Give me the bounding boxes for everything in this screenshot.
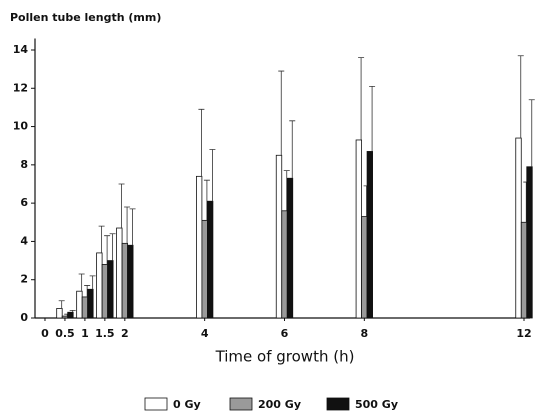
bar xyxy=(116,227,123,319)
error-bar xyxy=(517,55,524,139)
y-tick-label: 0 xyxy=(20,311,28,324)
bar xyxy=(286,177,294,319)
bar xyxy=(207,200,214,319)
legend-label: 200 Gy xyxy=(258,398,301,411)
bar xyxy=(520,221,528,319)
x-axis-title: Time of growth (h) xyxy=(215,348,355,366)
bar xyxy=(61,315,69,319)
bar xyxy=(76,290,83,319)
error-bar xyxy=(118,183,125,229)
x-tick-label: 6 xyxy=(281,327,289,340)
bar xyxy=(56,308,63,319)
error-bar xyxy=(78,273,85,292)
bar xyxy=(121,242,128,319)
error-bar xyxy=(109,233,116,261)
error-bar xyxy=(124,206,131,244)
error-bar xyxy=(528,99,535,167)
x-tick-label: 1.5 xyxy=(95,327,115,340)
error-bar xyxy=(84,285,91,297)
x-tick-label: 4 xyxy=(201,327,209,340)
error-bar xyxy=(209,149,216,202)
y-tick-label: 12 xyxy=(13,81,28,94)
bar xyxy=(96,252,103,319)
legend-swatch xyxy=(144,397,168,411)
y-tick-label: 14 xyxy=(13,43,29,56)
bar xyxy=(355,139,362,319)
x-tick-label: 12 xyxy=(516,327,531,340)
error-bar xyxy=(98,225,105,253)
bar xyxy=(275,154,283,319)
bar xyxy=(81,296,89,319)
bar xyxy=(201,219,208,319)
y-tick-label: 4 xyxy=(20,234,28,247)
x-tick-label: 1 xyxy=(81,327,89,340)
bar xyxy=(515,137,522,319)
bar xyxy=(196,175,203,319)
legend-label: 0 Gy xyxy=(173,398,201,411)
bar xyxy=(67,311,74,319)
bar xyxy=(281,210,288,319)
error-bar xyxy=(198,108,205,177)
x-tick-label: 0.5 xyxy=(55,327,75,340)
bar xyxy=(361,216,368,319)
error-bar xyxy=(278,70,285,156)
y-axis-title: Pollen tube length (mm) xyxy=(10,11,161,24)
error-bar xyxy=(369,85,376,152)
error-bar xyxy=(89,275,96,290)
y-tick-label: 10 xyxy=(13,120,29,133)
error-bar xyxy=(104,235,111,265)
legend-swatch xyxy=(326,397,350,411)
bar xyxy=(526,166,533,319)
bar xyxy=(87,288,94,319)
x-tick-label: 0 xyxy=(41,327,49,340)
error-bar xyxy=(358,57,365,140)
x-tick-label: 8 xyxy=(361,327,369,340)
y-tick-label: 6 xyxy=(20,196,28,209)
bar xyxy=(107,260,114,319)
error-bar xyxy=(129,208,136,246)
x-tick-label: 2 xyxy=(121,327,129,340)
error-bar xyxy=(283,170,290,211)
error-bar xyxy=(203,179,210,221)
y-tick-label: 8 xyxy=(20,158,28,171)
bar xyxy=(127,244,134,319)
error-bar xyxy=(289,120,296,179)
bar xyxy=(101,263,109,319)
bar xyxy=(366,151,373,319)
error-bar xyxy=(69,309,76,313)
legend-label: 500 Gy xyxy=(355,398,398,411)
legend-swatch xyxy=(229,397,253,411)
y-tick-label: 2 xyxy=(20,273,28,286)
error-bar xyxy=(58,300,65,309)
